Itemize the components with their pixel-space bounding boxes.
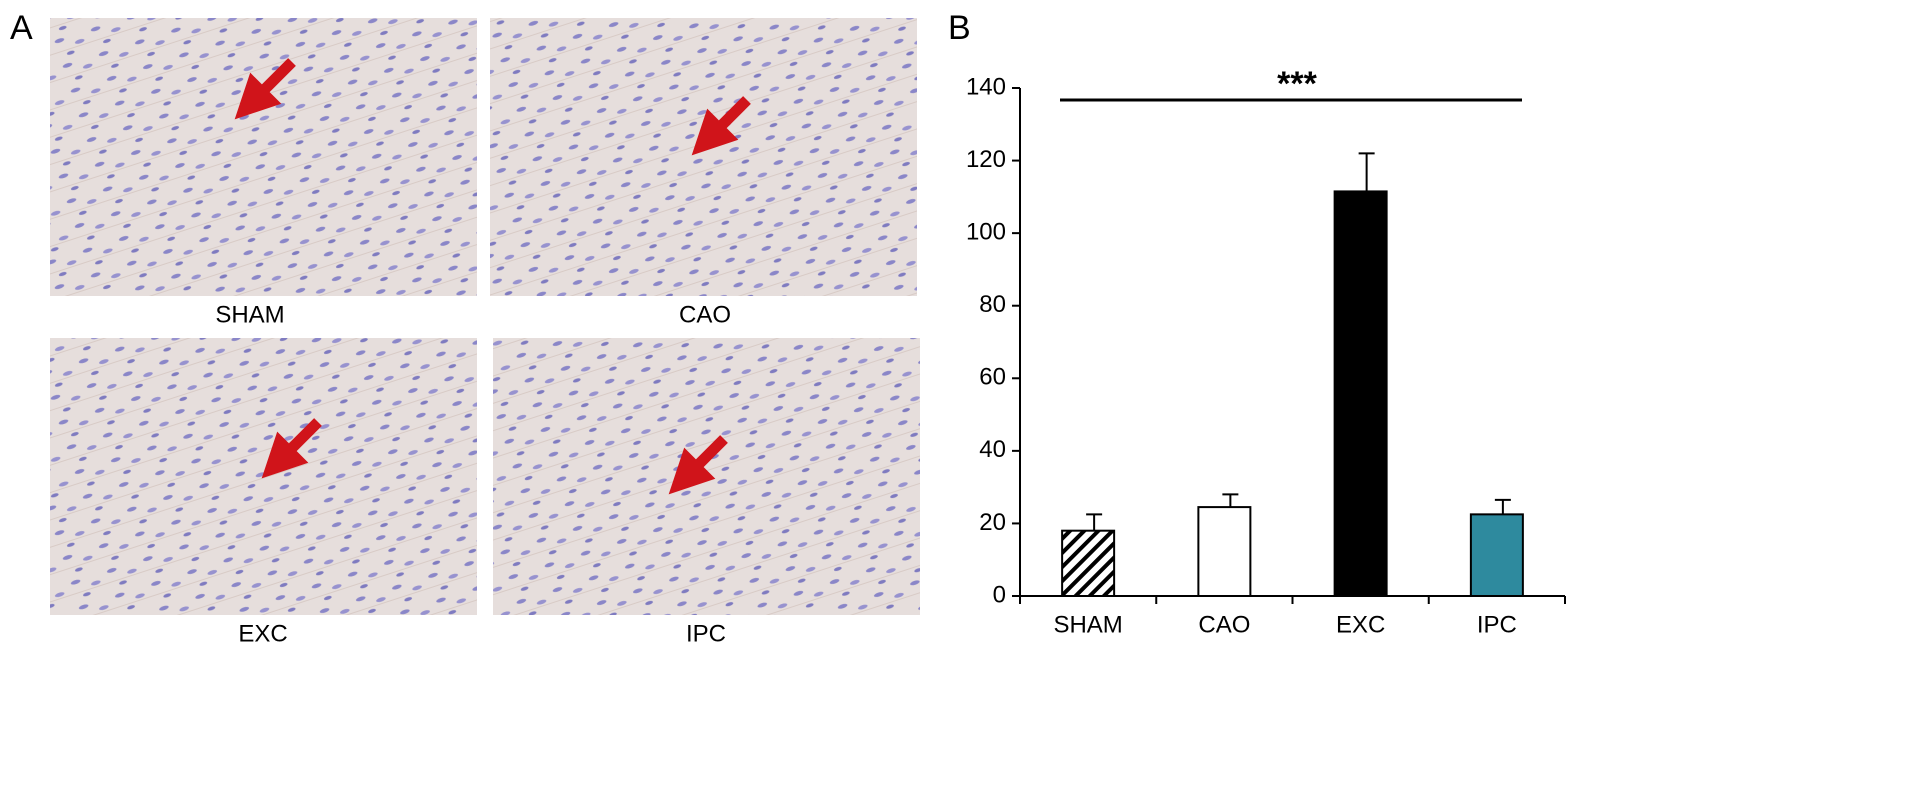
panel-label: B	[948, 9, 971, 47]
y-tick-label: 0	[993, 581, 1006, 608]
y-tick-label: 120	[966, 146, 1006, 173]
micrograph-label: SHAM	[215, 301, 284, 328]
micrograph-label: EXC	[238, 620, 287, 647]
y-tick-label: 60	[979, 364, 1006, 391]
y-tick-label: 100	[966, 218, 1006, 245]
arrow	[691, 96, 751, 156]
x-tick-label: CAO	[1198, 611, 1250, 638]
micrograph-label: CAO	[679, 301, 731, 328]
panel-label: A	[10, 9, 33, 47]
y-tick-label: 80	[979, 291, 1006, 318]
x-tick-label: SHAM	[1053, 611, 1122, 638]
micrograph-label: IPC	[686, 620, 726, 647]
bar	[1197, 506, 1252, 598]
bar	[1333, 190, 1388, 598]
significance-label: ***	[1277, 65, 1317, 103]
x-tick-label: EXC	[1336, 611, 1385, 638]
x-tick-label: IPC	[1477, 611, 1517, 638]
micrograph	[50, 338, 477, 615]
arrow	[261, 418, 322, 479]
bar-chart: 0 20 40 60 80 100 120 140 SHAM CAO EXC IPC ***	[966, 65, 1566, 638]
bar	[1469, 513, 1524, 597]
y-tick-label: 20	[979, 509, 1006, 536]
arrow	[234, 58, 296, 120]
micrograph	[493, 338, 920, 615]
micrograph	[490, 18, 917, 296]
bar	[1061, 529, 1116, 598]
micrograph	[50, 18, 477, 296]
y-tick-label: 140	[966, 73, 1006, 100]
arrow	[668, 435, 728, 495]
y-tick-label: 40	[979, 436, 1006, 463]
